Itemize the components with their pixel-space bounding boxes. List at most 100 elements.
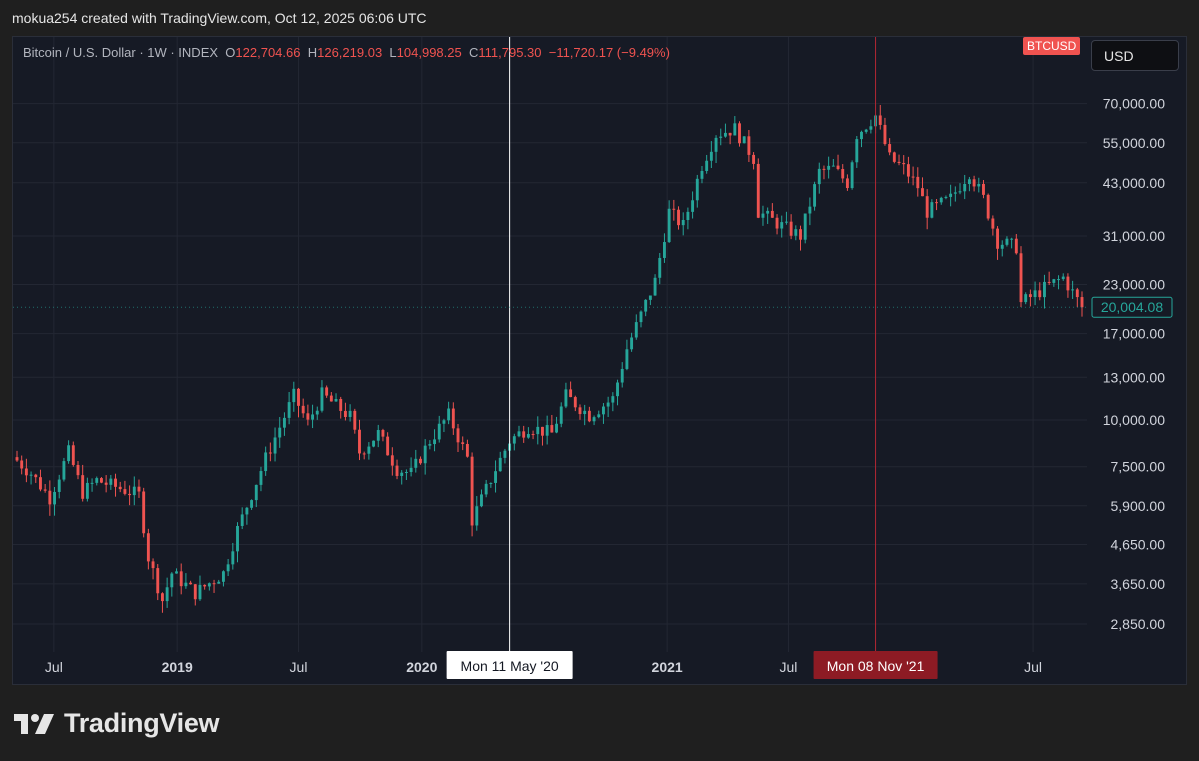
candle-body (461, 442, 465, 444)
y-tick-label: 3,650.00 (1111, 576, 1166, 592)
chart-frame[interactable] (12, 36, 1187, 685)
ohlc-legend: Bitcoin / U.S. Dollar · 1W · INDEX O122,… (23, 45, 670, 60)
candle-body (808, 206, 812, 214)
y-tick-label: 13,000.00 (1103, 369, 1165, 385)
candle-body (494, 471, 497, 483)
candle-body (480, 494, 483, 507)
candle-body (578, 407, 582, 415)
candle-body (264, 452, 268, 472)
tradingview-wordmark: TradingView (64, 708, 220, 738)
candle-body (916, 176, 920, 189)
close-value: 111,795.30 (478, 45, 542, 60)
candle-body (301, 405, 305, 414)
candle-body (780, 222, 784, 229)
low-label: L (389, 45, 397, 60)
candle-body (1014, 238, 1018, 254)
candle-body (57, 479, 61, 492)
candle-body (292, 388, 296, 403)
candle-body (100, 478, 103, 483)
candle-body (794, 229, 798, 236)
candle-body (958, 191, 962, 193)
candle-body (869, 126, 873, 130)
candle-body (95, 478, 99, 483)
y-tick-label: 4,650.00 (1111, 536, 1166, 552)
candle-body (630, 337, 634, 350)
candle-body (658, 257, 662, 278)
candle-body (653, 277, 657, 296)
last-price-label: 20,004.08 (1101, 299, 1163, 315)
candle-body (376, 430, 380, 441)
candle-body (104, 482, 108, 485)
candle-body (343, 410, 347, 417)
candle-body (639, 311, 643, 323)
candle-body (719, 136, 723, 138)
x-tick-label: Jul (290, 659, 308, 675)
candle-body (175, 571, 178, 574)
candle-body (433, 439, 437, 445)
candle-body (348, 410, 352, 417)
candle-body (184, 582, 188, 587)
candle-body (170, 573, 174, 588)
candle-body (320, 387, 324, 411)
candle-body (733, 123, 737, 136)
candle-body (681, 220, 685, 226)
candle-body (972, 179, 976, 187)
candle-body (526, 434, 530, 438)
candle-body (160, 593, 164, 602)
x-tick-label: Jul (45, 659, 63, 675)
candle-body (114, 478, 117, 487)
candle-body (498, 457, 502, 472)
candle-body (48, 490, 52, 505)
candle-body (831, 165, 835, 167)
candle-body (53, 491, 56, 505)
candle-body (784, 221, 788, 223)
tradingview-logo[interactable]: TradingView (14, 708, 220, 739)
candle-body (400, 472, 404, 476)
candle-body (123, 489, 127, 494)
candle-body (62, 461, 66, 480)
y-tick-label: 31,000.00 (1103, 228, 1165, 244)
candle-body (1043, 281, 1046, 298)
candle-body (714, 137, 718, 152)
candle-body (203, 584, 207, 587)
candle-body (775, 217, 779, 229)
candle-body (991, 218, 995, 229)
candle-body (428, 444, 432, 446)
candle-body (437, 423, 441, 440)
candle-body (71, 445, 75, 465)
candle-body (273, 437, 277, 454)
crosshair-date-badge (813, 651, 938, 679)
candle-body (414, 458, 418, 468)
candle-body (747, 136, 751, 155)
candle-body (756, 163, 760, 218)
y-tick-label: 2,850.00 (1111, 616, 1166, 632)
crosshair-date-label: Mon 08 Nov '21 (827, 658, 925, 674)
candle-body (372, 440, 376, 447)
low-value: 104,998.25 (396, 45, 462, 60)
candle-body (470, 456, 474, 526)
candle-body (353, 410, 357, 430)
candle-body (1080, 297, 1084, 308)
x-tick-label: 2021 (652, 659, 683, 675)
candle-body (451, 408, 455, 429)
crosshair-date-label: Mon 11 May '20 (461, 658, 559, 674)
candle-body (766, 210, 770, 214)
currency-button[interactable]: USD (1091, 40, 1179, 71)
candle-body (667, 208, 671, 243)
candle-body (878, 115, 882, 125)
x-tick-label: Jul (779, 659, 797, 675)
candle-body (583, 410, 587, 415)
symbol-description[interactable]: Bitcoin / U.S. Dollar · 1W · INDEX (23, 45, 219, 60)
candle-body (967, 179, 971, 184)
candle-body (860, 131, 863, 140)
candle-body (723, 132, 727, 137)
candle-body (226, 564, 230, 572)
candle-body (221, 571, 225, 582)
candle-body (254, 484, 258, 501)
candle-body (1038, 290, 1042, 298)
candle-body (250, 500, 254, 508)
candle-body (245, 507, 249, 515)
candle-body (770, 210, 774, 218)
candle-body (1052, 279, 1056, 283)
